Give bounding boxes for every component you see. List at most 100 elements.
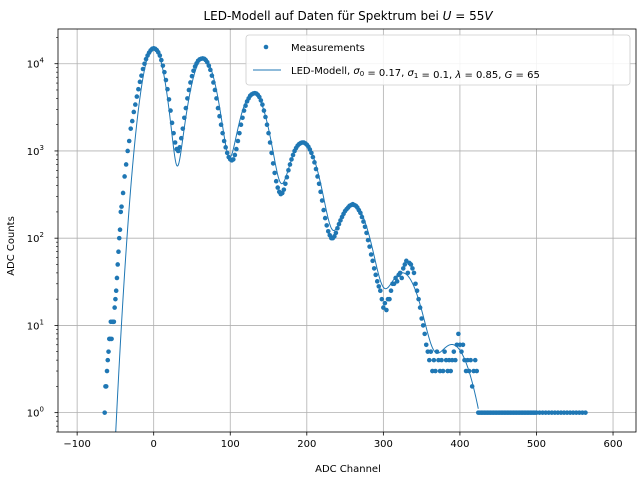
series-group [102, 46, 588, 432]
measurement-point [290, 152, 296, 158]
x-tick-label: −100 [63, 439, 90, 450]
measurement-point [261, 108, 267, 113]
measurement-point [133, 102, 138, 107]
measurement-point [313, 166, 319, 172]
measurement-point [109, 336, 114, 342]
measurement-point [420, 323, 426, 328]
measurement-point [180, 126, 186, 131]
measurement-point [378, 288, 383, 294]
measurement-point [423, 342, 429, 348]
x-tick-label: 200 [297, 439, 316, 450]
measurement-point [394, 279, 400, 284]
measurement-point [136, 86, 141, 92]
measurement-point [286, 168, 291, 173]
measurement-point [413, 281, 418, 287]
measurement-point [162, 69, 167, 75]
measurement-point [224, 150, 230, 156]
measurement-point [220, 130, 225, 136]
measurement-point [370, 258, 375, 264]
legend-box [245, 34, 631, 86]
measurement-point [165, 86, 170, 92]
measurement-point [309, 150, 314, 156]
measurement-point [217, 113, 222, 119]
measurement-point [186, 87, 192, 93]
measurement-point [319, 198, 325, 203]
measurement-point [117, 227, 123, 233]
measurement-point [287, 162, 293, 167]
measurement-point [129, 118, 135, 124]
measurement-point [232, 152, 238, 158]
measurement-point [212, 87, 218, 93]
measurement-point [364, 230, 369, 236]
x-tick-label: 100 [221, 439, 240, 450]
measurement-point [169, 120, 175, 126]
measurement-point [400, 266, 406, 271]
measurement-point [272, 170, 277, 176]
measurement-point [123, 162, 129, 167]
measurement-point [474, 368, 480, 374]
measurement-point [433, 368, 438, 374]
measurement-point [104, 368, 110, 374]
measurement-point [178, 135, 184, 141]
measurement-point [459, 349, 464, 354]
measurement-point [177, 145, 183, 150]
measurement-point [434, 349, 440, 354]
measurement-point [223, 145, 228, 150]
measurement-point [240, 115, 245, 121]
measurement-point [448, 368, 454, 374]
measurement-point [422, 331, 428, 337]
measurement-point [325, 228, 331, 234]
measurement-point [266, 130, 271, 136]
measurement-point [221, 138, 227, 144]
measurement-point [388, 288, 394, 294]
measurement-point [191, 68, 196, 74]
measurement-point [105, 357, 111, 363]
measurement-point [172, 140, 178, 145]
measurement-point [361, 219, 366, 224]
measurement-point [469, 384, 475, 389]
measurement-point [189, 73, 195, 79]
measurement-point [188, 80, 193, 85]
measurement-point [269, 150, 274, 156]
measurement-point [466, 368, 472, 374]
measurement-point [379, 296, 385, 302]
measurement-point [140, 66, 146, 72]
measurement-point [391, 281, 397, 287]
measurement-point [115, 262, 121, 267]
measurement-point [442, 349, 447, 354]
x-tick-label: 600 [603, 439, 622, 450]
measurement-point [417, 305, 423, 310]
measurement-point [166, 97, 172, 102]
measurement-point [163, 77, 169, 83]
measurement-point [312, 160, 317, 165]
measurement-point [128, 126, 134, 131]
measurement-point [142, 61, 147, 67]
measurement-point [139, 73, 144, 78]
measurement-point [263, 114, 268, 120]
measurement-point [237, 130, 242, 136]
measurement-point [281, 187, 287, 192]
x-tick-label: 500 [527, 439, 546, 450]
plot-area: −100 0 100 200 300 400 500 600 100 101 102 103 104 Me… [27, 28, 637, 450]
measurement-point [264, 122, 270, 127]
measurement-point [427, 357, 432, 363]
measurement-point [267, 140, 273, 145]
measurement-point [126, 138, 132, 144]
measurement-point [122, 174, 127, 179]
measurement-point [456, 331, 461, 337]
measurement-point [134, 94, 140, 99]
measurement-point [460, 342, 466, 348]
measurement-point [431, 357, 437, 363]
measurement-point [209, 73, 215, 78]
measurement-point [116, 235, 122, 241]
measurement-point [215, 105, 221, 111]
measurement-point [387, 296, 392, 302]
chart-title: LED-Modell auf Daten für Spektrum bei U … [203, 9, 493, 23]
measurement-point [119, 204, 124, 209]
measurement-point [439, 357, 444, 363]
measurement-point [405, 270, 411, 276]
measurement-point [322, 215, 328, 221]
measurement-point [332, 234, 337, 239]
measurement-point [358, 210, 363, 216]
